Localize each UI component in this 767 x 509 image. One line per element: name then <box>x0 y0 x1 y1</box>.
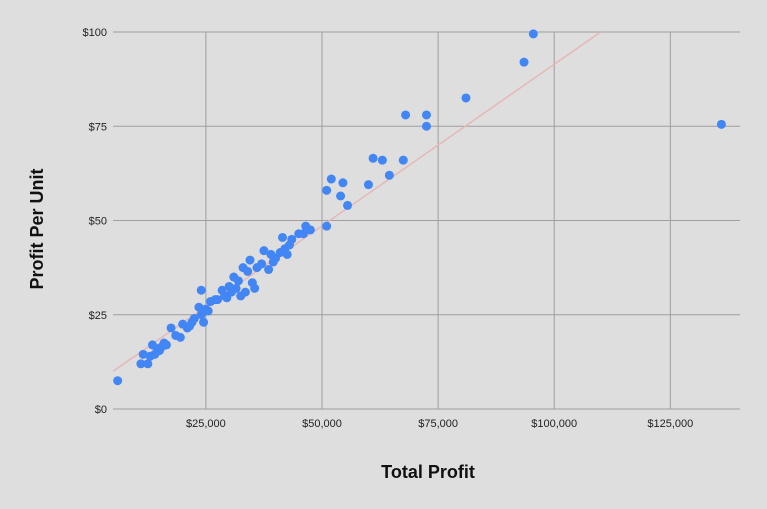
data-point <box>298 229 308 239</box>
data-point <box>166 323 176 333</box>
data-point <box>243 266 253 276</box>
data-point <box>384 170 394 180</box>
data-point <box>231 283 241 293</box>
data-point <box>196 285 206 295</box>
data-point <box>240 287 250 297</box>
data-point <box>259 246 269 256</box>
data-point <box>143 359 153 369</box>
data-point <box>528 29 538 39</box>
data-point <box>264 265 274 275</box>
data-point <box>199 317 209 327</box>
data-point <box>716 119 726 129</box>
x-tick-label: $100,000 <box>531 418 577 430</box>
data-point <box>363 180 373 190</box>
data-point <box>233 276 243 286</box>
x-axis-title: Total Profit <box>381 462 475 482</box>
data-point <box>113 376 123 386</box>
data-point <box>136 359 146 369</box>
data-point <box>245 255 255 265</box>
data-point <box>326 174 336 184</box>
data-point <box>282 249 292 259</box>
data-point <box>519 57 529 67</box>
data-point <box>461 93 471 103</box>
data-point <box>194 302 204 312</box>
data-points <box>113 29 726 386</box>
data-point <box>322 185 332 195</box>
y-tick-label: $25 <box>89 310 107 322</box>
gridlines <box>113 31 740 410</box>
data-point <box>422 110 431 120</box>
y-axis-title: Profit Per Unit <box>27 168 47 289</box>
trendline <box>112 31 602 372</box>
data-point <box>305 225 315 235</box>
y-tick-label: $75 <box>89 121 107 133</box>
y-tick-label: $100 <box>83 27 107 39</box>
data-point <box>343 200 353 210</box>
y-tick-label: $0 <box>95 404 107 416</box>
y-tick-label: $50 <box>89 216 107 228</box>
data-point <box>250 283 260 293</box>
tick-labels: $0 $25 $50 $75 $100 $25,000 $50,000 $75,000 $100… <box>83 27 694 430</box>
trendline-layer <box>112 31 602 372</box>
data-point <box>278 232 288 242</box>
data-point <box>203 306 213 316</box>
data-point <box>213 295 222 305</box>
x-tick-label: $25,000 <box>186 418 226 430</box>
data-point <box>422 121 431 131</box>
x-tick-label: $125,000 <box>647 418 693 430</box>
data-point <box>322 221 332 231</box>
x-tick-label: $50,000 <box>302 418 342 430</box>
data-point <box>336 191 346 201</box>
data-point <box>401 110 411 120</box>
data-point <box>398 155 408 165</box>
data-point <box>189 314 199 324</box>
data-point <box>138 349 148 359</box>
data-point <box>287 234 297 244</box>
data-point <box>175 332 185 342</box>
data-point <box>377 155 387 165</box>
data-point <box>338 178 348 188</box>
data-point <box>161 340 171 350</box>
data-point <box>368 153 378 163</box>
data-point <box>257 259 267 269</box>
x-tick-label: $75,000 <box>418 418 458 430</box>
